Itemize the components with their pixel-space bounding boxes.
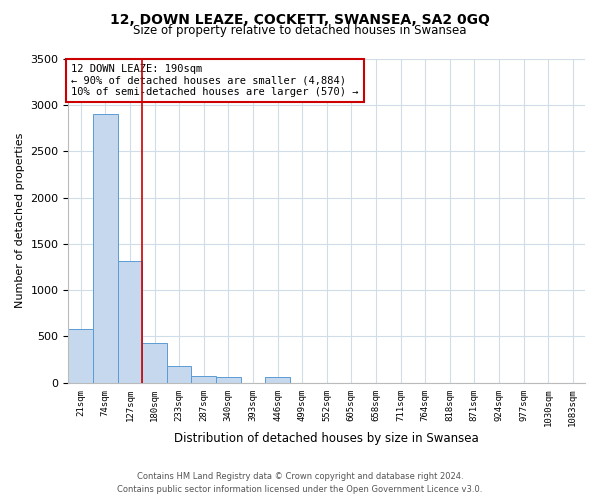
Bar [142, 343, 167, 382]
Bar [167, 366, 191, 382]
Text: 12 DOWN LEAZE: 190sqm
← 90% of detached houses are smaller (4,884)
10% of semi-d: 12 DOWN LEAZE: 190sqm ← 90% of detached … [71, 64, 358, 97]
Bar [93, 114, 118, 382]
Bar [265, 378, 290, 382]
Bar [216, 378, 241, 382]
Text: Size of property relative to detached houses in Swansea: Size of property relative to detached ho… [133, 24, 467, 37]
Bar [191, 376, 216, 382]
X-axis label: Distribution of detached houses by size in Swansea: Distribution of detached houses by size … [175, 432, 479, 445]
Y-axis label: Number of detached properties: Number of detached properties [15, 133, 25, 308]
Text: Contains HM Land Registry data © Crown copyright and database right 2024.
Contai: Contains HM Land Registry data © Crown c… [118, 472, 482, 494]
Bar [68, 329, 93, 382]
Bar [118, 260, 142, 382]
Text: 12, DOWN LEAZE, COCKETT, SWANSEA, SA2 0GQ: 12, DOWN LEAZE, COCKETT, SWANSEA, SA2 0G… [110, 12, 490, 26]
